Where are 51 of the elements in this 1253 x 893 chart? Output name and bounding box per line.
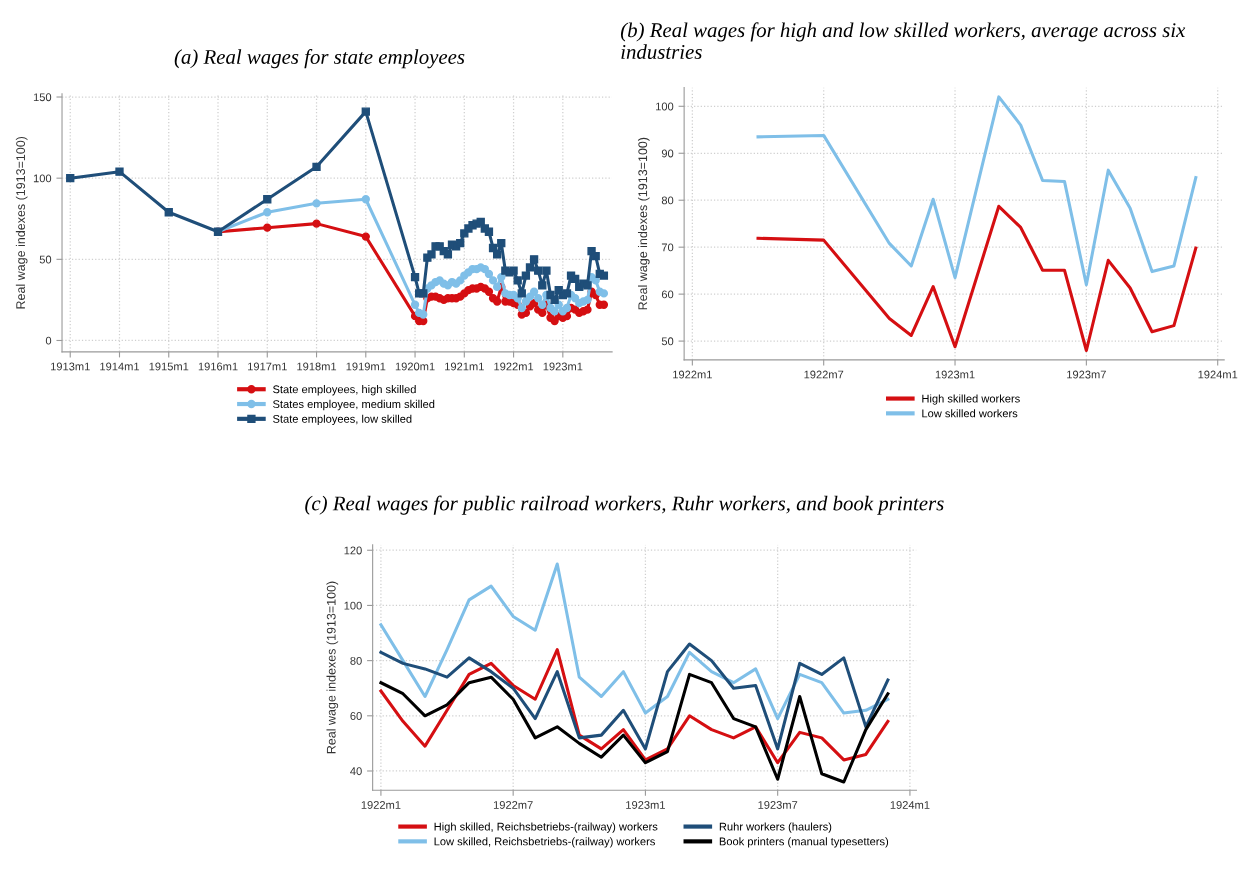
x-tick-label: 1924m1: [890, 801, 930, 809]
x-tick-label: 1922m7: [804, 370, 844, 379]
y-axis-title: Real wage indexes (1913=100): [326, 581, 339, 754]
x-tick-label: 1924m1: [1198, 370, 1238, 379]
y-tick-label: 90: [661, 149, 674, 158]
x-tick-label: 1919m1: [346, 362, 386, 371]
y-tick-label: 40: [350, 767, 362, 776]
y-tick-label: 50: [661, 337, 674, 346]
x-tick-label: 1914m1: [100, 362, 140, 371]
x-tick-label: 1923m7: [758, 801, 798, 809]
legend-label: High skilled workers: [922, 394, 1020, 405]
legend-label: Low skilled workers: [922, 409, 1018, 418]
y-tick-label: 60: [350, 712, 362, 720]
x-tick-label: 1918m1: [297, 362, 337, 371]
x-tick-label: 1920m1: [395, 362, 435, 371]
x-tick-label: 1923m1: [935, 370, 975, 379]
y-tick-label: 70: [661, 243, 674, 252]
y-tick-label: 100: [33, 174, 52, 183]
y-tick-label: 100: [656, 102, 674, 111]
legend-label: High skilled, Reichsbetriebs-(railway) workers: [434, 822, 658, 833]
x-tick-label: 1922m7: [493, 801, 533, 809]
x-tick-label: 1916m1: [198, 362, 238, 371]
x-tick-label: 1923m1: [543, 362, 583, 371]
y-tick-label: 150: [33, 93, 52, 102]
x-tick-label: 1913m1: [51, 362, 90, 371]
legend-label: State employees, high skilled: [273, 385, 416, 396]
chart-title: (b) Real wages for high and low skilled workers, average across six industries: [620, 22, 1186, 60]
y-axis-title: Real wage indexes (1913=100): [637, 137, 650, 310]
x-tick-label: 1922m1: [673, 370, 712, 379]
x-tick-label: 1917m1: [248, 362, 287, 371]
legend-label: Low skilled, Reichsbetriebs-(railway) workers: [434, 837, 655, 848]
y-tick-label: 120: [344, 546, 362, 555]
y-tick-label: 80: [350, 656, 362, 665]
y-tick-label: 100: [344, 601, 362, 610]
legend-label: Ruhr workers (haulers): [719, 822, 832, 833]
y-axis-title: Real wage indexes (1913=100): [15, 136, 28, 309]
legend-label: State employees, low skilled: [273, 414, 412, 426]
legend-label: Book printers (manual typesetters): [719, 837, 889, 848]
chart-title: (a) Real wages for state employees: [174, 49, 465, 69]
legend-label: States employee, medium skilled: [273, 399, 435, 411]
y-tick-label: 80: [661, 196, 674, 205]
x-tick-label: 1922m1: [494, 362, 534, 371]
y-tick-label: 0: [45, 336, 52, 345]
y-tick-label: 60: [661, 290, 674, 299]
x-tick-label: 1921m1: [445, 362, 484, 371]
y-tick-label: 50: [39, 255, 52, 264]
x-tick-label: 1922m1: [361, 801, 401, 809]
x-tick-label: 1923m1: [626, 801, 665, 809]
x-tick-label: 1915m1: [149, 362, 189, 371]
x-tick-label: 1923m7: [1067, 370, 1106, 379]
chart-title: (c) Real wages for public railroad workers, Ruhr workers, and book printers: [305, 495, 944, 515]
